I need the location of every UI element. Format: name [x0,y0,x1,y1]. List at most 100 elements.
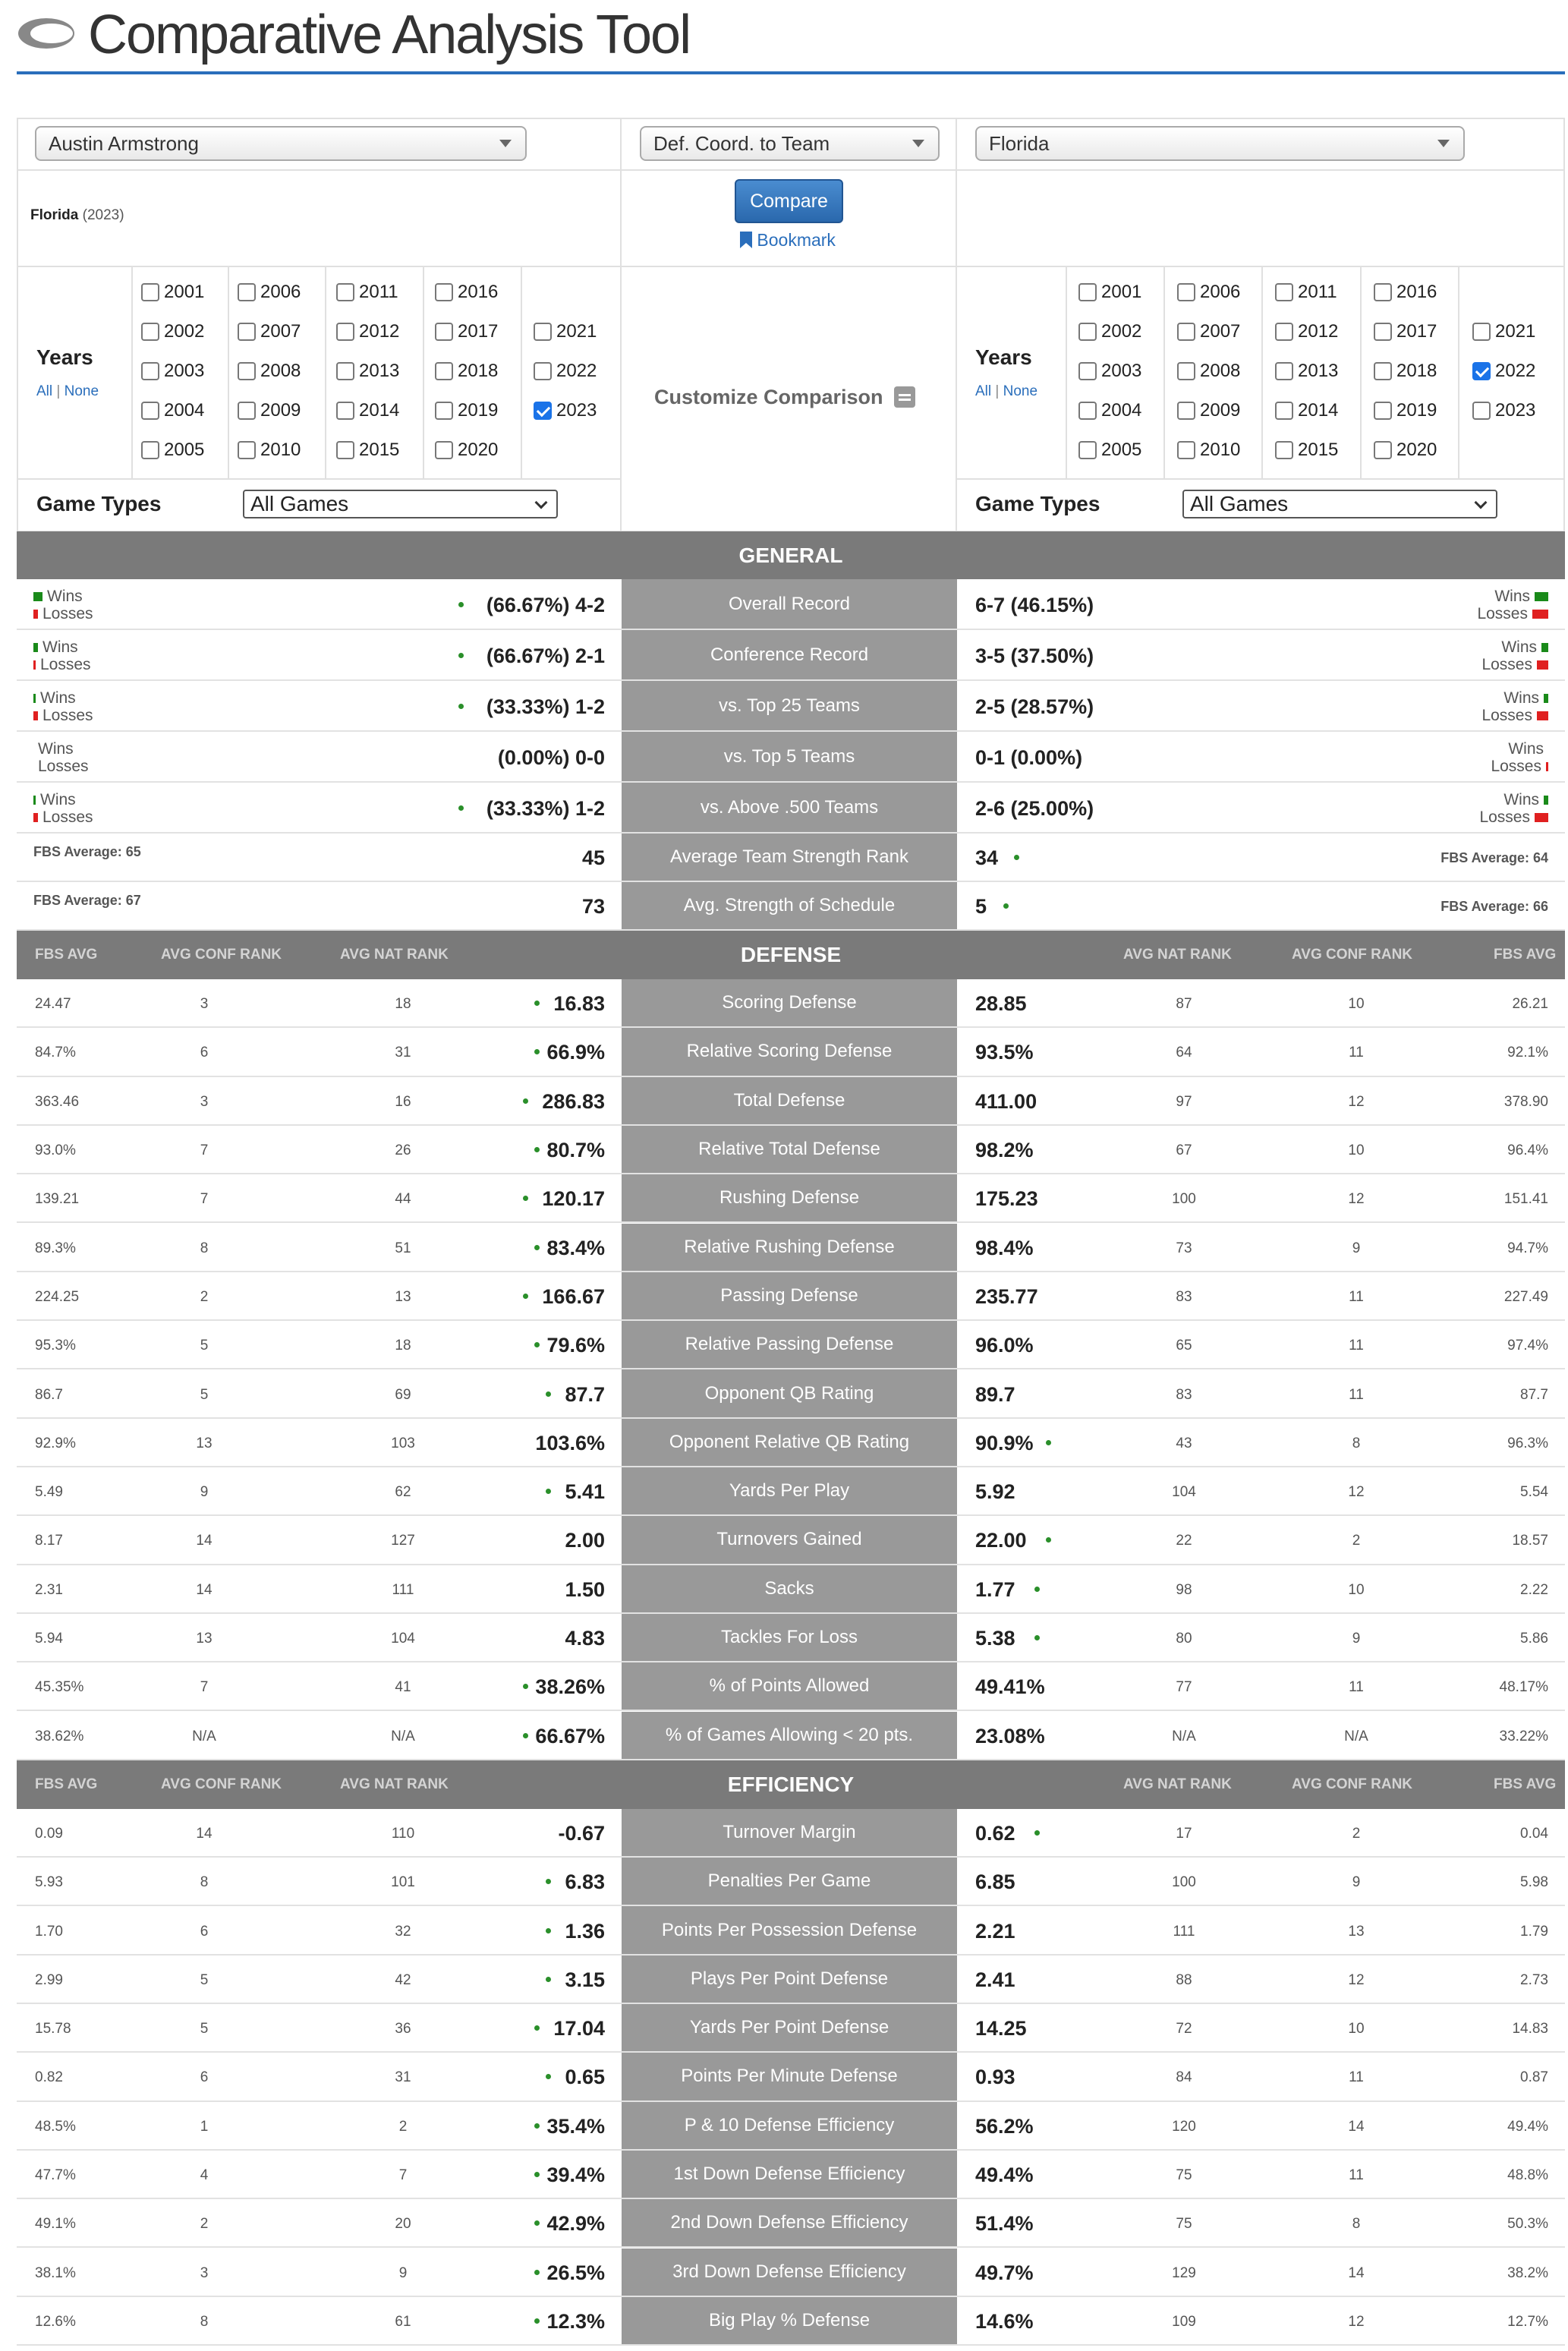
checkbox-icon[interactable] [336,283,354,301]
checkbox-icon[interactable] [1177,283,1195,301]
checkbox-icon[interactable] [1078,441,1097,459]
checkbox-icon[interactable] [1078,323,1097,341]
right-year-2006[interactable]: 2006 [1177,281,1240,304]
right-year-2010[interactable]: 2010 [1177,439,1240,462]
checkbox-icon[interactable] [435,402,453,420]
left-year-2023[interactable]: 2023 [534,399,597,422]
right-years-none-link[interactable]: None [1003,383,1038,399]
checkbox-icon[interactable] [1177,323,1195,341]
right-year-2014[interactable]: 2014 [1275,399,1338,422]
checkbox-icon[interactable] [141,441,159,459]
checkbox-icon[interactable] [238,441,256,459]
left-year-2016[interactable]: 2016 [435,281,498,304]
right-year-2017[interactable]: 2017 [1374,320,1437,343]
left-year-2006[interactable]: 2006 [238,281,301,304]
right-year-2008[interactable]: 2008 [1177,360,1240,383]
checkbox-icon[interactable] [1078,283,1097,301]
right-year-2002[interactable]: 2002 [1078,320,1141,343]
left-year-2019[interactable]: 2019 [435,399,498,422]
checkbox-icon[interactable] [1472,362,1491,380]
checkbox-icon[interactable] [1078,362,1097,380]
left-year-2010[interactable]: 2010 [238,439,301,462]
left-year-2002[interactable]: 2002 [141,320,204,343]
right-year-2021[interactable]: 2021 [1472,320,1535,343]
checkbox-icon[interactable] [336,402,354,420]
right-year-2001[interactable]: 2001 [1078,281,1141,304]
checkbox-icon[interactable] [1275,362,1293,380]
right-year-2019[interactable]: 2019 [1374,399,1437,422]
left-year-2009[interactable]: 2009 [238,399,301,422]
checkbox-icon[interactable] [1078,402,1097,420]
right-year-2015[interactable]: 2015 [1275,439,1338,462]
left-year-2008[interactable]: 2008 [238,360,301,383]
right-game-types-select[interactable]: All Games [1182,490,1497,518]
checkbox-icon[interactable] [238,323,256,341]
checkbox-icon[interactable] [141,283,159,301]
left-year-2004[interactable]: 2004 [141,399,204,422]
compare-button[interactable]: Compare [735,179,843,223]
left-year-2022[interactable]: 2022 [534,360,597,383]
checkbox-icon[interactable] [534,402,552,420]
checkbox-icon[interactable] [1177,441,1195,459]
checkbox-icon[interactable] [1374,283,1392,301]
checkbox-icon[interactable] [1472,402,1491,420]
right-years-all-link[interactable]: All [975,383,992,399]
left-years-none-link[interactable]: None [64,383,99,399]
right-year-2022[interactable]: 2022 [1472,360,1535,383]
left-year-2017[interactable]: 2017 [435,320,498,343]
left-year-2001[interactable]: 2001 [141,281,204,304]
bookmark-link[interactable]: Bookmark [740,230,836,251]
checkbox-icon[interactable] [435,441,453,459]
left-year-2003[interactable]: 2003 [141,360,204,383]
checkbox-icon[interactable] [141,362,159,380]
checkbox-icon[interactable] [336,323,354,341]
checkbox-icon[interactable] [534,362,552,380]
left-game-types-select[interactable]: All Games [243,490,558,518]
checkbox-icon[interactable] [534,323,552,341]
checkbox-icon[interactable] [1177,402,1195,420]
checkbox-icon[interactable] [238,402,256,420]
checkbox-icon[interactable] [141,323,159,341]
left-year-2018[interactable]: 2018 [435,360,498,383]
checkbox-icon[interactable] [435,283,453,301]
right-year-2016[interactable]: 2016 [1374,281,1437,304]
left-year-2013[interactable]: 2013 [336,360,399,383]
right-year-2020[interactable]: 2020 [1374,439,1437,462]
checkbox-icon[interactable] [1374,402,1392,420]
left-year-2005[interactable]: 2005 [141,439,204,462]
right-year-2023[interactable]: 2023 [1472,399,1535,422]
checkbox-icon[interactable] [238,283,256,301]
checkbox-icon[interactable] [1374,323,1392,341]
comparison-type-select[interactable]: Def. Coord. to Team [640,126,940,161]
checkbox-icon[interactable] [1275,283,1293,301]
customize-comparison-toggle[interactable]: Customize Comparison [654,386,916,409]
checkbox-icon[interactable] [1275,441,1293,459]
checkbox-icon[interactable] [1177,362,1195,380]
right-year-2003[interactable]: 2003 [1078,360,1141,383]
right-year-2007[interactable]: 2007 [1177,320,1240,343]
right-year-2009[interactable]: 2009 [1177,399,1240,422]
checkbox-icon[interactable] [336,441,354,459]
left-year-2015[interactable]: 2015 [336,439,399,462]
right-year-2011[interactable]: 2011 [1275,281,1337,304]
right-year-2012[interactable]: 2012 [1275,320,1338,343]
right-year-2005[interactable]: 2005 [1078,439,1141,462]
left-year-2014[interactable]: 2014 [336,399,399,422]
checkbox-icon[interactable] [1472,323,1491,341]
checkbox-icon[interactable] [336,362,354,380]
coordinator-select[interactable]: Austin Armstrong [35,126,527,161]
left-year-2020[interactable]: 2020 [435,439,498,462]
checkbox-icon[interactable] [1275,323,1293,341]
left-year-2007[interactable]: 2007 [238,320,301,343]
team-select[interactable]: Florida [975,126,1465,161]
checkbox-icon[interactable] [1374,441,1392,459]
left-year-2011[interactable]: 2011 [336,281,398,304]
checkbox-icon[interactable] [1275,402,1293,420]
right-year-2013[interactable]: 2013 [1275,360,1338,383]
left-years-all-link[interactable]: All [36,383,53,399]
right-year-2004[interactable]: 2004 [1078,399,1141,422]
left-year-2012[interactable]: 2012 [336,320,399,343]
left-year-2021[interactable]: 2021 [534,320,597,343]
checkbox-icon[interactable] [435,323,453,341]
checkbox-icon[interactable] [435,362,453,380]
